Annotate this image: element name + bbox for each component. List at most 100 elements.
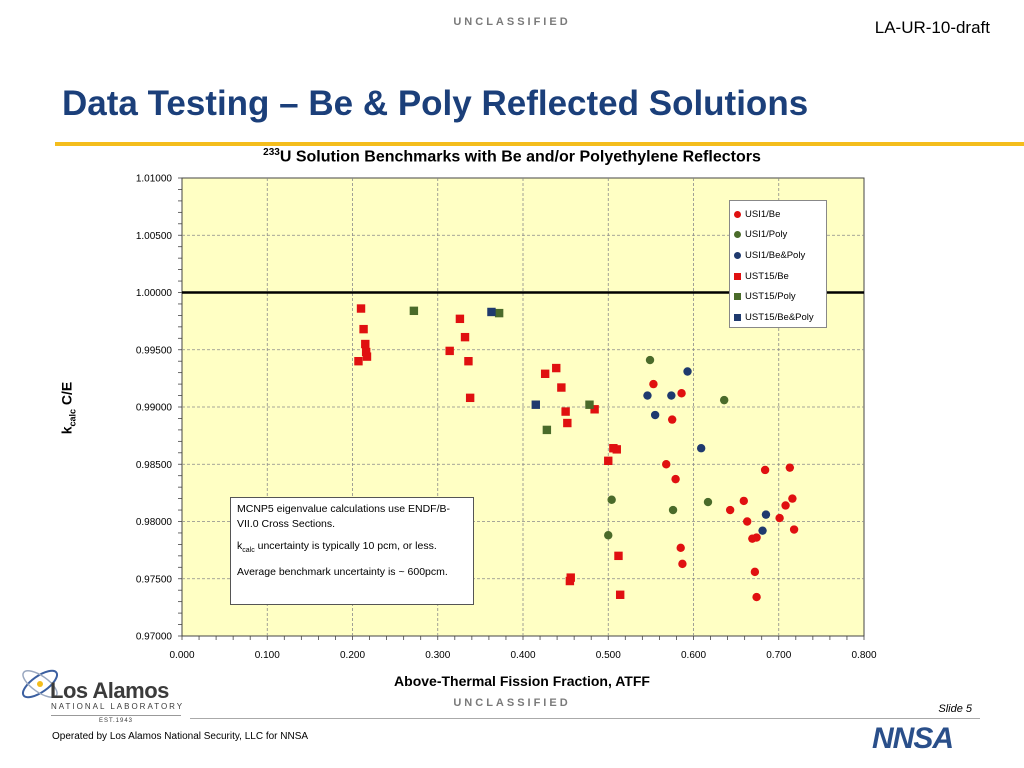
data-point-ust15-poly [409, 306, 419, 316]
classification-banner-bottom: UNCLASSIFIED [453, 697, 571, 709]
data-point-ust15-be [359, 324, 368, 334]
data-point-usi1-be-poly [650, 410, 660, 420]
data-point-ust15-be-poly [487, 307, 496, 317]
data-point-ust15-be [612, 445, 621, 454]
x-axis-label: Above-Thermal Fission Fraction, ATFF [394, 673, 650, 689]
data-point-ust15-be [614, 551, 623, 561]
data-point-ust15-be [464, 357, 473, 366]
data-point-usi1-be [662, 460, 671, 469]
chart-legend: USI1/Be USI1/Poly USI1/Be&Poly UST15/Be UST1… [729, 200, 827, 328]
legend-label: UST15/Be&Poly [745, 311, 814, 323]
annotation-k: k [237, 540, 243, 552]
legend-item-ust15-be: UST15/Be [734, 266, 822, 287]
data-point-usi1-be [743, 517, 752, 526]
x-tick-label: 0.300 [425, 650, 450, 661]
x-tick-label: 0.100 [255, 650, 280, 661]
annotation-line-2-text: uncertainty is typically 10 pcm, or less… [254, 540, 437, 552]
x-tick-label: 0.600 [681, 650, 706, 661]
data-point-ust15-be [615, 590, 625, 599]
data-point-usi1-be-poly [761, 510, 771, 519]
data-point-ust15-be [460, 332, 470, 342]
legend-marker-usi1-be-poly [734, 251, 741, 259]
data-point-ust15-poly [542, 425, 552, 435]
operator-note: Operated by Los Alamos National Security… [52, 731, 309, 742]
data-point-usi1-be [752, 533, 761, 542]
data-point-usi1-be [775, 513, 784, 523]
data-point-usi1-poly [607, 495, 616, 504]
y-tick-label: 0.99000 [136, 403, 173, 414]
legend-marker-usi1-be [734, 210, 741, 218]
x-tick-label: 0.000 [169, 650, 194, 661]
data-point-usi1-poly [604, 531, 613, 540]
data-point-usi1-be [760, 465, 770, 475]
data-point-usi1-be [739, 496, 748, 506]
data-point-usi1-be-poly [696, 444, 706, 453]
data-point-usi1-be [789, 525, 799, 534]
data-point-ust15-be [455, 314, 465, 324]
chart-title-isotope: 233 [263, 147, 280, 158]
annotation-line-1: MCNP5 eigenvalue calculations use ENDF/B… [237, 503, 451, 530]
data-point-usi1-poly [703, 497, 713, 507]
legend-item-ust15-poly: UST15/Poly [734, 286, 822, 307]
y-axis-label: kcalc C/E [59, 382, 78, 435]
data-point-usi1-poly [668, 505, 678, 515]
legend-marker-ust15-be-poly [734, 313, 741, 321]
data-point-ust15-be [590, 405, 599, 414]
annotation-k-sub: calc [242, 547, 255, 555]
data-point-usi1-be [671, 474, 680, 484]
data-point-ust15-be [445, 346, 454, 356]
y-tick-label: 1.00000 [136, 288, 173, 299]
data-point-usi1-be [678, 559, 687, 569]
data-point-ust15-poly [585, 400, 594, 409]
data-point-ust15-be [465, 393, 475, 403]
data-point-usi1-be [781, 501, 790, 510]
data-point-ust15-be [354, 357, 363, 366]
data-point-usi1-be [752, 592, 761, 602]
data-point-usi1-be [725, 505, 735, 515]
y-tick-label: 1.01000 [136, 174, 173, 185]
document-id: LA-UR-10-draft [874, 18, 990, 37]
x-tick-label: 0.500 [596, 650, 621, 661]
legend-marker-ust15-be [734, 272, 741, 280]
y-axis-label-main: k [58, 426, 75, 435]
y-axis-label-rest: C/E [58, 381, 75, 409]
y-tick-label: 0.99500 [136, 345, 173, 356]
data-point-ust15-be [356, 304, 366, 313]
data-point-usi1-be [667, 415, 677, 424]
data-point-ust15-be [362, 352, 372, 361]
legend-label: UST15/Be [745, 270, 789, 282]
y-tick-label: 0.97000 [136, 632, 173, 643]
y-tick-label: 0.97500 [136, 574, 173, 585]
data-point-usi1-poly [719, 395, 729, 405]
data-point-usi1-poly [645, 355, 655, 365]
y-tick-label: 0.98000 [136, 517, 173, 528]
legend-label: USI1/Poly [745, 229, 788, 241]
data-point-usi1-be [677, 389, 686, 398]
footer-divider [190, 718, 980, 719]
logo-established: EST.1943 [51, 715, 181, 724]
data-point-ust15-be [604, 456, 613, 466]
annotation-line-3: Average benchmark uncertainty is ~ 600pc… [237, 566, 448, 579]
logo-name: Los Alamos [50, 678, 169, 703]
data-point-ust15-be [361, 339, 370, 349]
legend-marker-usi1-poly [734, 231, 741, 239]
data-point-usi1-be [788, 494, 797, 503]
data-point-ust15-be [552, 363, 561, 373]
los-alamos-logo: Los Alamos NATIONAL LABORATORY EST.1943 [18, 648, 188, 728]
data-point-ust15-be [561, 407, 570, 416]
chart-title-text: U Solution Benchmarks with Be and/or Pol… [279, 148, 761, 166]
data-point-ust15-be [557, 383, 566, 392]
data-point-ust15-be [565, 576, 575, 586]
slide-title: Data Testing – Be & Poly Reflected Solut… [62, 84, 809, 123]
y-axis-label-sub: calc [67, 408, 78, 427]
classification-banner-top: UNCLASSIFIED [453, 16, 571, 28]
nnsa-logo: NNSA [872, 722, 954, 755]
chart-title: 233U Solution Benchmarks with Be and/or … [0, 147, 1024, 166]
data-point-ust15-be-poly [531, 400, 540, 409]
data-point-usi1-be-poly [643, 391, 652, 400]
data-point-usi1-be [649, 379, 658, 389]
atom-icon [21, 669, 58, 699]
y-tick-label: 0.98500 [136, 460, 173, 471]
data-point-usi1-be-poly [683, 367, 692, 376]
legend-item-usi1-be-poly: USI1/Be&Poly [734, 245, 822, 266]
